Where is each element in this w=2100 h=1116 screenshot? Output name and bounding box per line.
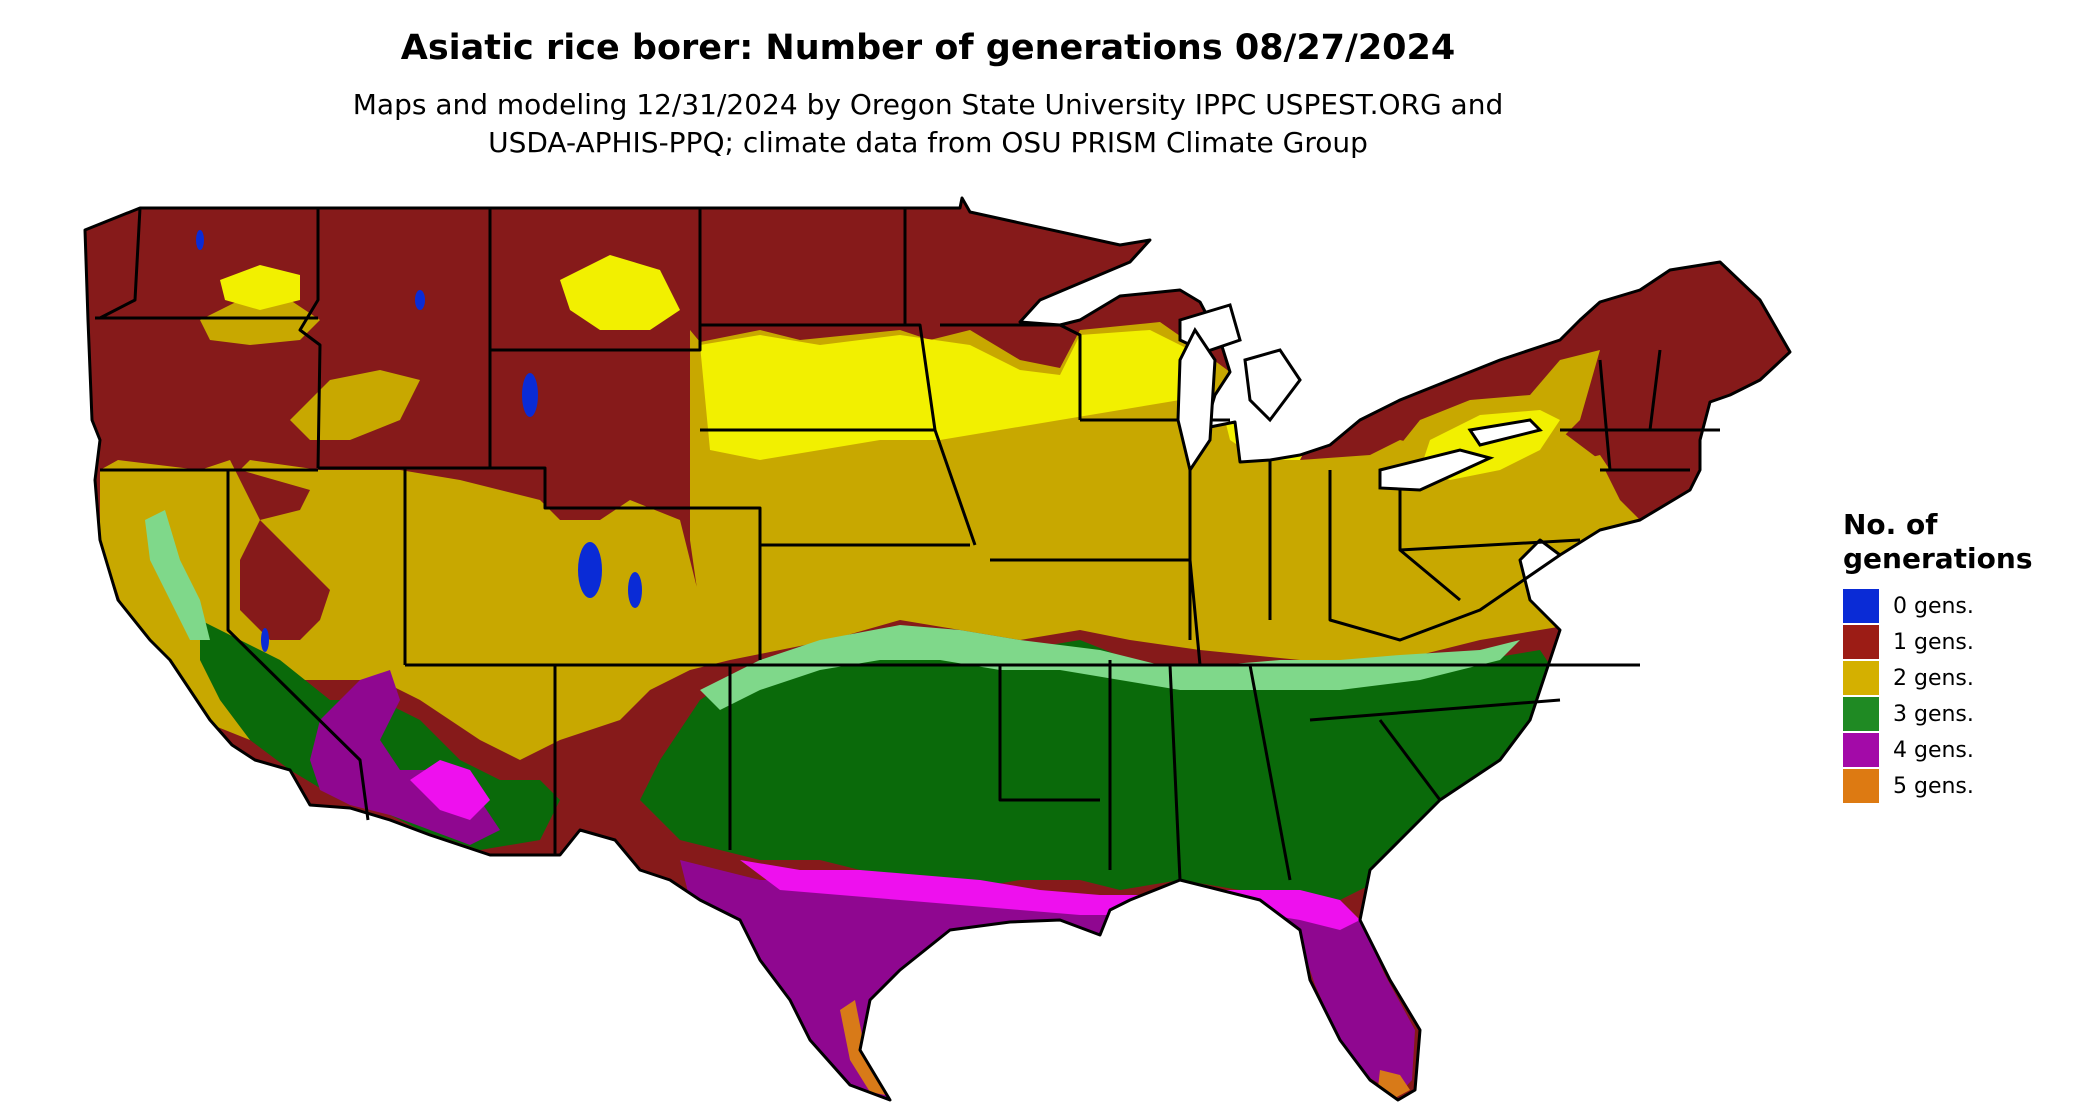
legend-swatch: [1843, 589, 1879, 623]
legend-title-line-1: No. of: [1843, 508, 1938, 541]
region-4-gen-florida: [1260, 890, 1415, 1095]
map-title: Asiatic rice borer: Number of generation…: [400, 28, 1456, 68]
legend-label: 0 gens.: [1893, 593, 1974, 619]
legend-label: 2 gens.: [1893, 665, 1974, 691]
legend: No. of generations 0 gens. 1 gens. 2 gens.…: [1843, 508, 2032, 804]
subtitle-line-2: USDA-APHIS-PPQ; climate data from OSU PR…: [488, 126, 1368, 159]
legend-swatch: [1843, 661, 1879, 695]
legend-swatch: [1843, 625, 1879, 659]
region-4-gen-light-gulf: [740, 860, 1360, 930]
legend-swatch: [1843, 733, 1879, 767]
region-4-gen-light-az: [410, 760, 490, 820]
region-2-gen-light-wy: [560, 255, 680, 330]
legend-label: 3 gens.: [1893, 701, 1974, 727]
legend-item: 0 gens.: [1843, 588, 2032, 624]
region-2-gen-snake-river: [290, 370, 420, 440]
legend-item: 2 gens.: [1843, 660, 2032, 696]
subtitle-line-1: Maps and modeling 12/31/2024 by Oregon S…: [352, 88, 1504, 121]
legend-title-line-2: generations: [1843, 542, 2033, 575]
us-generations-map: [83, 196, 1792, 1102]
legend-item: 4 gens.: [1843, 732, 2032, 768]
great-lakes: [1176, 303, 1543, 492]
region-2-gen-light-wa: [220, 265, 300, 310]
legend-swatch: [1843, 769, 1879, 803]
legend-label: 1 gens.: [1893, 629, 1974, 655]
region-3-gen-south: [640, 630, 1560, 900]
region-2-gen-pacific-nw: [200, 300, 320, 345]
region-2-gen-light-north: [700, 330, 1200, 460]
map-subtitle: Maps and modeling 12/31/2024 by Oregon S…: [0, 86, 1856, 162]
legend-swatch: [1843, 697, 1879, 731]
region-0-gen-mountains: [196, 230, 642, 652]
legend-items: 0 gens. 1 gens. 2 gens. 3 gens. 4 gens. 5 gen…: [1843, 588, 2032, 804]
legend-label: 4 gens.: [1893, 737, 1974, 763]
legend-title: No. of generations: [1843, 508, 2032, 576]
region-3-gen-light-ca: [145, 510, 210, 640]
legend-item: 1 gens.: [1843, 624, 2032, 660]
legend-item: 3 gens.: [1843, 696, 2032, 732]
legend-item: 5 gens.: [1843, 768, 2032, 804]
legend-label: 5 gens.: [1893, 773, 1974, 799]
generation-regions: [85, 198, 1790, 1100]
